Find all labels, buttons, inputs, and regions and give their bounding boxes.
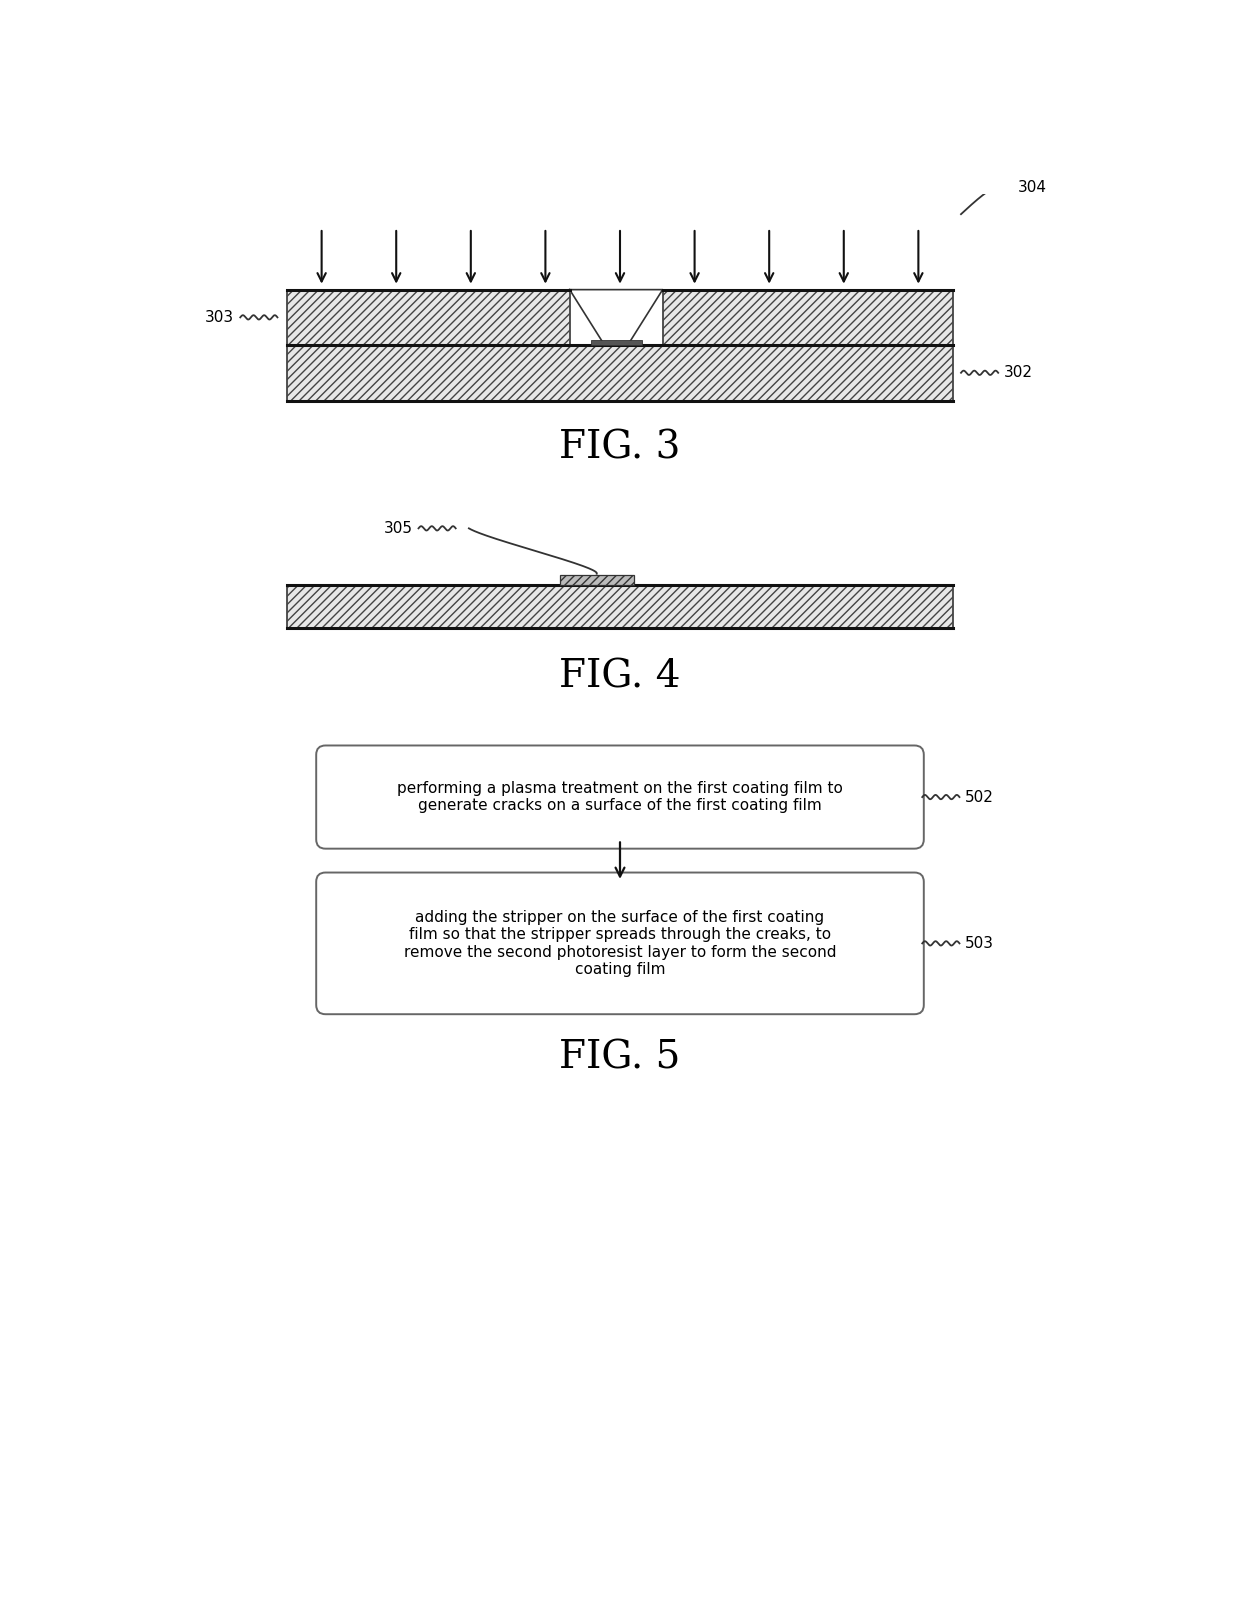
Text: 305: 305	[384, 521, 413, 536]
Text: 502: 502	[965, 790, 993, 804]
Text: FIG. 5: FIG. 5	[559, 1040, 681, 1076]
FancyBboxPatch shape	[316, 746, 924, 849]
Text: 302: 302	[1003, 366, 1033, 380]
Bar	[560, 574, 634, 586]
Text: adding the stripper on the surface of the first coating
film so that the strippe: adding the stripper on the surface of th…	[404, 909, 836, 977]
Bar	[662, 290, 954, 345]
Polygon shape	[569, 290, 662, 345]
Text: 304: 304	[1018, 180, 1047, 194]
Text: 303: 303	[205, 311, 234, 325]
Text: performing a plasma treatment on the first coating film to
generate cracks on a : performing a plasma treatment on the fir…	[397, 781, 843, 814]
Bar	[286, 345, 954, 401]
FancyBboxPatch shape	[316, 872, 924, 1014]
Bar	[590, 340, 642, 345]
Text: FIG. 4: FIG. 4	[559, 659, 681, 696]
Bar	[286, 586, 954, 628]
Text: 503: 503	[965, 935, 994, 951]
Bar	[286, 290, 569, 345]
Text: FIG. 3: FIG. 3	[559, 430, 681, 466]
